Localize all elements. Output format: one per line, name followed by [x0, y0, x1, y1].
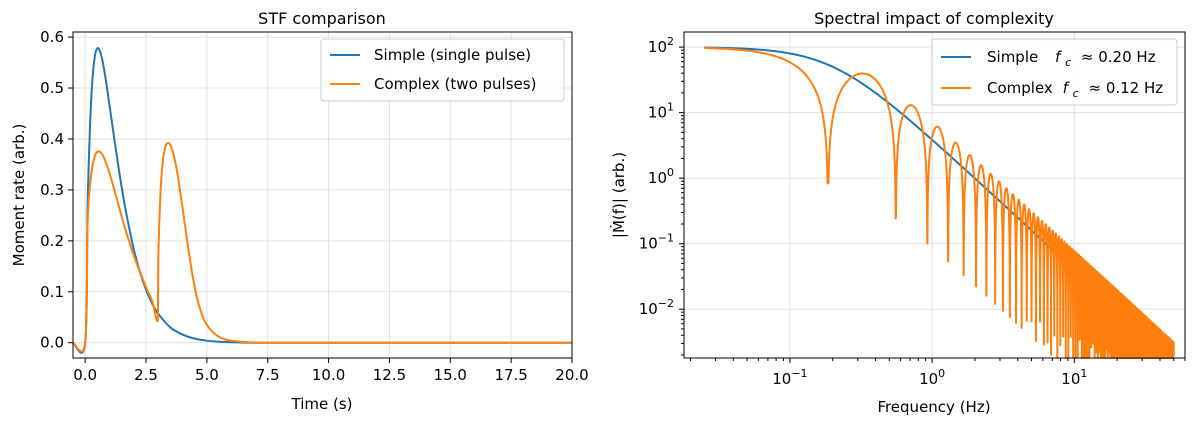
x-axis: 0.0 2.5 5.0 7.5 10.0 12.5 15.0 17.5 20.0 — [73, 358, 589, 384]
y-tick-label: 0.0 — [40, 334, 64, 352]
tick-exponent: −1 — [658, 232, 674, 245]
x-tick-label: 5.0 — [195, 366, 219, 384]
tick-base: 10 — [648, 104, 667, 122]
legend-label-complex: Complex (two pulses) — [374, 75, 536, 93]
x-tick-label: 17.5 — [494, 366, 527, 384]
legend-fc-subscript: c — [1073, 87, 1079, 100]
x-tick-label: 10−1 — [772, 367, 807, 388]
tick-base: 10 — [648, 38, 667, 56]
x-tick-label: 10.0 — [312, 366, 345, 384]
grid — [684, 32, 1185, 358]
tick-base: 10 — [648, 169, 667, 187]
tick-exponent: 0 — [667, 166, 674, 179]
y-tick-label: 10−1 — [639, 232, 674, 253]
y-tick-label: 0.4 — [40, 130, 64, 148]
y-tick-label: 0.1 — [40, 283, 64, 301]
chart-title: Spectral impact of complexity — [814, 9, 1054, 28]
y-axis-label: |Ṁ(f)| (arb.) — [609, 152, 628, 238]
x-tick-label: 101 — [1061, 367, 1087, 388]
tick-base: 10 — [772, 370, 791, 388]
tick-exponent: 1 — [1080, 367, 1087, 380]
x-tick-label: 12.5 — [373, 366, 406, 384]
x-axis-label: Frequency (Hz) — [877, 398, 990, 416]
legend-label-complex: Complex f c ≈ 0.12 Hz — [987, 79, 1163, 101]
x-tick-label: 100 — [919, 367, 945, 388]
y-tick-label: 102 — [648, 35, 674, 56]
axes-frame — [683, 31, 1186, 359]
tick-base: 10 — [639, 235, 658, 253]
stf-comparison-chart: STF comparison 0.0 2.5 5.0 7.5 10.0 12.5 15.0 1… — [10, 9, 589, 413]
x-tick-label: 0.0 — [73, 366, 97, 384]
legend-fc-symbol: f — [1063, 79, 1071, 97]
legend-fc-subscript: c — [1065, 56, 1071, 69]
y-tick-label: 0.5 — [40, 79, 64, 97]
x-tick-label: 2.5 — [134, 366, 158, 384]
series-line-complex — [703, 46, 1175, 359]
y-tick-label: 101 — [648, 101, 674, 122]
axes-frame — [72, 31, 573, 359]
legend-label-simple: Simple (single pulse) — [374, 46, 531, 64]
chart-title: STF comparison — [258, 9, 386, 28]
legend: Simple (single pulse) Complex (two pulse… — [320, 38, 565, 102]
legend-label-simple: Simple f c ≈ 0.20 Hz — [987, 48, 1156, 70]
series-layer — [72, 47, 572, 354]
x-tick-label: 15.0 — [434, 366, 467, 384]
legend: Simple f c ≈ 0.20 Hz Complex f c ≈ 0.12 … — [931, 38, 1178, 106]
series-line-complex — [72, 142, 572, 353]
x-axis-label: Time (s) — [291, 395, 353, 413]
tick-base: 10 — [1061, 370, 1080, 388]
tick-base: 10 — [639, 300, 658, 318]
y-axis: 0.0 0.1 0.2 0.3 0.4 0.5 0.6 — [40, 28, 73, 352]
legend-fc-symbol: f — [1055, 48, 1063, 66]
y-axis-label: Moment rate (arb.) — [10, 124, 28, 267]
tick-exponent: 2 — [667, 35, 674, 48]
y-tick-label: 0.6 — [40, 28, 64, 46]
y-tick-label: 0.2 — [40, 232, 64, 250]
legend-series-name: Simple — [987, 48, 1038, 66]
tick-exponent: 0 — [938, 367, 945, 380]
tick-exponent: −2 — [658, 297, 674, 310]
x-tick-label: 20.0 — [555, 366, 588, 384]
legend-fc-value: ≈ 0.20 Hz — [1081, 48, 1156, 66]
y-tick-label: 10−2 — [639, 297, 674, 318]
tick-exponent: −1 — [791, 367, 807, 380]
y-tick-label: 0.3 — [40, 181, 64, 199]
y-tick-label: 100 — [648, 166, 674, 187]
x-tick-label: 7.5 — [256, 366, 280, 384]
spectral-impact-chart: Spectral impact of complexity 10−1 100 101… — [609, 9, 1186, 416]
x-axis: 10−1 100 101 — [690, 358, 1186, 388]
series-line-simple — [72, 47, 572, 354]
tick-base: 10 — [919, 370, 938, 388]
legend-series-name: Complex — [987, 79, 1053, 97]
legend-box — [931, 38, 1178, 106]
legend-fc-value: ≈ 0.12 Hz — [1088, 79, 1163, 97]
legend-box — [320, 38, 565, 102]
series-layer — [703, 46, 1175, 359]
tick-exponent: 1 — [667, 101, 674, 114]
